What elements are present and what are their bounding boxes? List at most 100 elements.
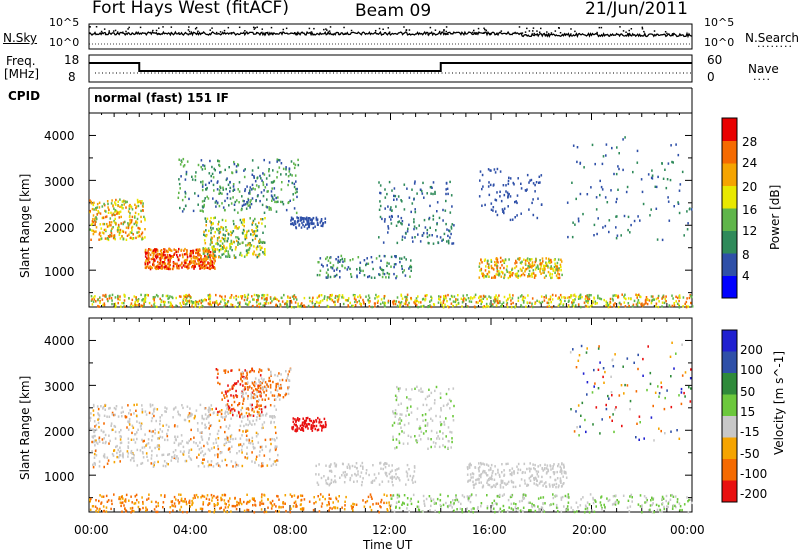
velocity-cell xyxy=(273,460,276,463)
power-cell xyxy=(496,258,499,261)
power-cell xyxy=(556,268,558,271)
power-cell xyxy=(359,261,362,264)
power-cell xyxy=(193,267,195,270)
power-cell xyxy=(560,296,563,299)
power-cell xyxy=(293,297,295,301)
velocity-cell xyxy=(162,453,165,456)
power-cell xyxy=(114,201,116,204)
power-cell xyxy=(656,238,659,241)
power-cell xyxy=(511,218,514,221)
power-cell xyxy=(243,219,245,223)
velocity-colorbar-segment xyxy=(722,480,737,503)
velocity-cell xyxy=(127,452,130,455)
velocity-cell xyxy=(202,458,204,461)
power-cell xyxy=(256,256,259,259)
velocity-cell xyxy=(110,499,113,502)
power-cell xyxy=(343,259,346,263)
power-cell xyxy=(118,225,120,229)
nsky-scatter-point xyxy=(350,29,353,32)
power-cell xyxy=(272,169,274,172)
velocity-cell xyxy=(251,423,253,426)
power-cell xyxy=(205,188,207,191)
velocity-cell xyxy=(344,500,346,503)
power-cell xyxy=(483,305,485,308)
power-cell xyxy=(235,236,237,239)
power-cell xyxy=(237,295,240,299)
velocity-cell xyxy=(218,410,221,413)
nsky-scatter-point xyxy=(244,30,246,32)
power-cell xyxy=(375,257,378,260)
velocity-cell xyxy=(194,415,196,418)
velocity-cell xyxy=(312,424,315,427)
power-cell xyxy=(511,274,513,277)
velocity-cell xyxy=(271,499,274,503)
velocity-cell xyxy=(93,430,96,433)
power-colorbar-frame xyxy=(721,117,738,299)
velocity-cell xyxy=(189,505,191,508)
power-cell xyxy=(541,257,544,260)
power-cell xyxy=(203,203,205,207)
power-cell xyxy=(99,301,101,304)
power-cell xyxy=(201,200,204,203)
velocity-cell xyxy=(592,501,595,505)
power-cell xyxy=(241,223,244,226)
power-cell xyxy=(243,298,246,302)
velocity-cell xyxy=(652,502,654,505)
power-cell xyxy=(164,250,166,254)
velocity-cell xyxy=(249,403,252,406)
power-cell xyxy=(271,187,273,190)
power-cell xyxy=(428,242,430,245)
power-cell xyxy=(516,201,518,205)
velocity-cell xyxy=(238,503,240,506)
power-cell xyxy=(512,294,514,297)
velocity-cell xyxy=(98,414,101,417)
power-cell xyxy=(532,213,535,217)
velocity-cell xyxy=(518,500,521,503)
velocity-cell xyxy=(579,504,582,507)
power-cell xyxy=(156,250,159,253)
power-cell xyxy=(492,206,495,209)
power-cell xyxy=(611,297,614,300)
power-cell xyxy=(209,220,211,223)
nsky-scatter-point xyxy=(332,33,334,36)
power-cell xyxy=(242,232,244,235)
power-cell xyxy=(560,265,562,269)
power-cell xyxy=(118,233,121,237)
power-cell xyxy=(251,295,253,298)
power-cell xyxy=(193,257,196,260)
velocity-cell xyxy=(122,410,124,414)
velocity-cell xyxy=(125,415,128,419)
velocity-cell xyxy=(113,413,115,417)
power-cell xyxy=(478,296,480,299)
velocity-cell xyxy=(98,425,100,429)
power-cell xyxy=(106,225,109,228)
velocity-cell xyxy=(257,441,260,444)
power-cell xyxy=(218,204,221,208)
velocity-cell xyxy=(469,500,472,504)
velocity-cell xyxy=(678,502,681,505)
power-cell xyxy=(378,236,380,239)
velocity-cell xyxy=(167,453,169,456)
power-cell xyxy=(678,211,681,215)
velocity-cell xyxy=(246,493,248,496)
power-cell xyxy=(176,266,178,270)
velocity-cell xyxy=(180,442,182,445)
velocity-cell xyxy=(472,511,474,514)
power-cell xyxy=(229,243,231,246)
power-cell xyxy=(401,267,403,271)
velocity-cell xyxy=(506,510,509,513)
power-cell xyxy=(546,301,549,304)
velocity-cell xyxy=(89,416,92,420)
power-cell xyxy=(141,200,143,203)
power-cell xyxy=(197,302,200,306)
velocity-cell xyxy=(406,497,409,500)
power-cell xyxy=(481,274,484,278)
power-cell xyxy=(245,244,247,247)
power-cell xyxy=(383,254,386,258)
power-cell xyxy=(456,298,459,301)
power-cell xyxy=(228,254,231,257)
power-cell xyxy=(663,301,666,305)
power-cell xyxy=(165,249,168,252)
velocity-cell xyxy=(207,409,210,412)
power-cell xyxy=(549,261,551,264)
